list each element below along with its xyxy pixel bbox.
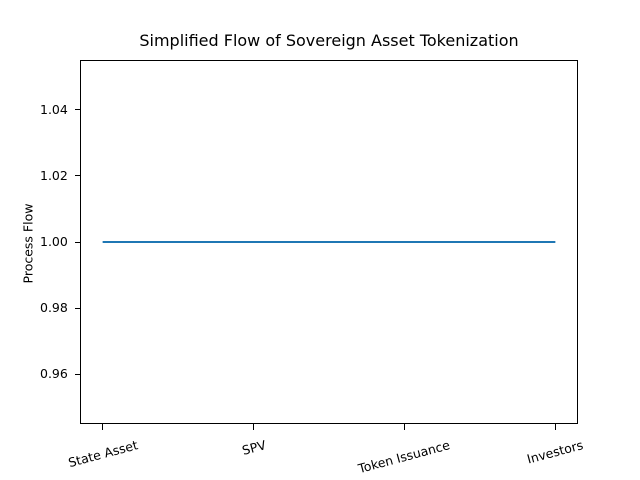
- x-tick-mark: [554, 424, 556, 430]
- plot-area: [80, 60, 578, 424]
- x-tick-label: Token Issuance: [356, 437, 452, 477]
- y-axis-label: Process Flow: [20, 203, 36, 284]
- y-tick-label: 0.98: [40, 300, 68, 316]
- y-tick-mark: [75, 373, 80, 375]
- y-tick-mark: [75, 241, 80, 243]
- y-tick-label: 0.96: [40, 366, 68, 382]
- x-tick-mark: [253, 424, 255, 430]
- y-tick-label: 1.04: [40, 101, 68, 117]
- x-tick-label: SPV: [239, 437, 268, 458]
- y-tick-mark: [75, 109, 80, 111]
- y-tick-mark: [75, 307, 80, 309]
- y-tick-label: 1.02: [40, 167, 68, 183]
- y-tick-mark: [75, 175, 80, 177]
- x-tick-mark: [403, 424, 405, 430]
- x-tick-label: Investors: [525, 437, 586, 467]
- x-tick-label: State Asset: [66, 437, 139, 471]
- x-tick-mark: [102, 424, 104, 430]
- chart-title: Simplified Flow of Sovereign Asset Token…: [139, 31, 519, 50]
- y-tick-label: 1.00: [40, 234, 68, 249]
